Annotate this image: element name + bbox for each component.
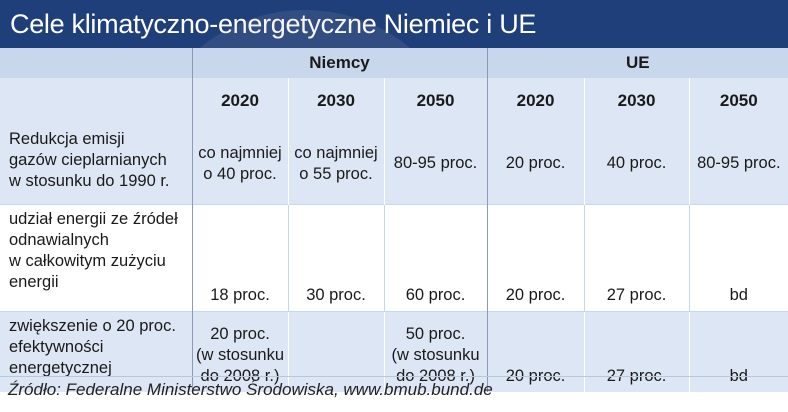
table-row: zwiększenie o 20 proc. efektywności ener…	[0, 311, 788, 392]
table-cell: 20 proc.	[486, 123, 585, 205]
table-cell: 18 proc.	[191, 204, 288, 312]
table-cell: co najmniej o 40 proc.	[191, 123, 288, 205]
table-cell: bd	[688, 204, 788, 312]
cell-line: bd	[729, 286, 748, 304]
corner-cell	[0, 78, 192, 123]
table-cell: 27 proc.	[583, 311, 690, 392]
page-title: Cele klimatyczno-energetyczne Niemiec i …	[0, 0, 788, 48]
row-label-line: w całkowitym zużyciu	[9, 252, 166, 270]
row-label-line: Redukcja emisji	[9, 130, 125, 148]
cell-line: 80-95 proc.	[697, 154, 781, 172]
cell-line: 40 proc.	[606, 154, 667, 172]
table-cell: bd	[688, 311, 788, 392]
years-header-row: 2020 2030 2050 2020 2030 2050	[0, 78, 788, 123]
cell-line: 20 proc.	[505, 154, 566, 172]
row-label: udział energii ze źródeł odnawialnych w …	[0, 204, 192, 312]
cell-line: (w stosunku	[195, 346, 285, 364]
row-label-line: gazów cieplarnianych	[9, 151, 167, 169]
group-header-ue: UE	[486, 48, 788, 78]
year-header: 2030	[287, 78, 384, 123]
cell-line: co najmniej	[198, 143, 282, 162]
table-cell: 20 proc.	[486, 311, 585, 392]
cell-line: o 40 proc.	[203, 164, 277, 183]
row-label: zwiększenie o 20 proc. efektywności ener…	[0, 311, 192, 392]
year-header: 2020	[191, 78, 288, 123]
table-cell: co najmniej o 55 proc.	[287, 123, 384, 205]
group-header-niemcy: Niemcy	[191, 48, 488, 78]
cell-line: 80-95 proc.	[393, 154, 478, 172]
corner-cell	[0, 48, 192, 78]
year-header: 2020	[486, 78, 585, 123]
table-cell: 80-95 proc.	[688, 123, 788, 205]
cell-line: 50 proc.	[405, 325, 466, 343]
source-note: Źródło: Federalne Ministerstwo Środowisk…	[8, 380, 493, 399]
cell-line: co najmniej	[294, 143, 378, 162]
cell-line: 60 proc.	[405, 286, 466, 304]
cell-line: (w stosunku	[391, 346, 480, 364]
year-header: 2050	[383, 78, 488, 123]
table-cell: 30 proc.	[287, 204, 384, 312]
table-cell	[287, 311, 384, 392]
cell-line: 20 proc.	[505, 286, 566, 304]
row-label-line: zwiększenie o 20 proc.	[9, 317, 176, 335]
divider	[0, 376, 788, 377]
table-cell: 27 proc.	[583, 204, 690, 312]
cell-line: 27 proc.	[606, 286, 667, 304]
goals-table: Niemcy UE 2020 2030 2050 2020 2030 2050 …	[0, 48, 788, 392]
row-label-line: w stosunku do 1990 r.	[9, 172, 170, 190]
year-header: 2050	[688, 78, 788, 123]
table-cell: 60 proc.	[383, 204, 488, 312]
table-cell: 40 proc.	[583, 123, 690, 205]
table-cell: 20 proc.	[486, 204, 585, 312]
group-header-row: Niemcy UE	[0, 48, 788, 78]
row-label-line: energii	[9, 273, 59, 291]
row-label-line: odnawialnych	[9, 231, 109, 249]
row-label-line: efektywności	[9, 338, 104, 356]
table-cell: 50 proc. (w stosunku do 2008 r.)	[383, 311, 488, 392]
cell-line: o 55 proc.	[299, 164, 373, 183]
year-header: 2030	[583, 78, 690, 123]
table-row: Redukcja emisji gazów cieplarnianych w s…	[0, 123, 788, 205]
cell-line: 30 proc.	[306, 286, 366, 304]
cell-line: 18 proc.	[210, 286, 270, 304]
table-cell: 80-95 proc.	[383, 123, 488, 205]
cell-line: 20 proc.	[210, 325, 270, 343]
row-label-line: energetycznej	[9, 359, 112, 377]
row-label-line: udział energii ze źródeł	[9, 210, 178, 228]
table-row: udział energii ze źródeł odnawialnych w …	[0, 204, 788, 312]
row-label: Redukcja emisji gazów cieplarnianych w s…	[0, 123, 192, 205]
